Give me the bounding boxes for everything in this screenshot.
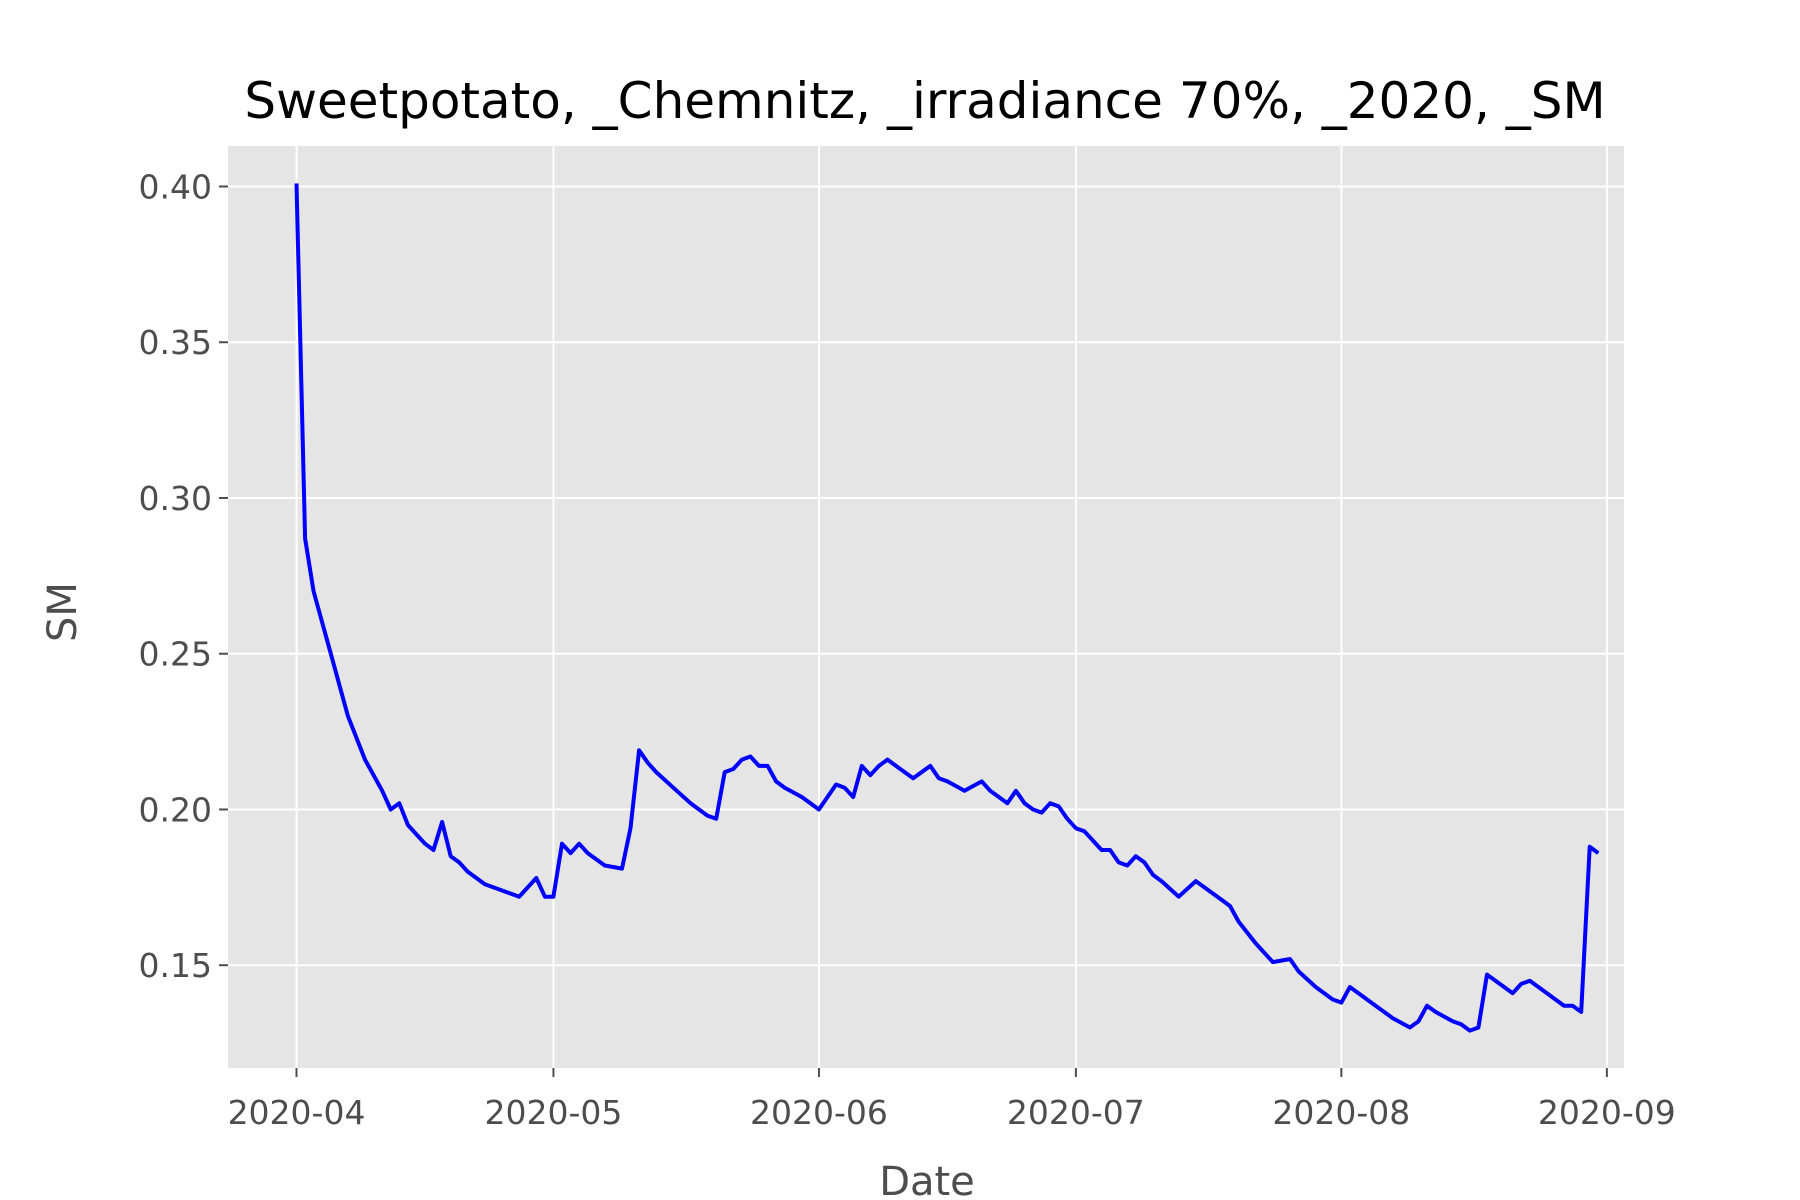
y-tick-label: 0.25 <box>139 635 212 674</box>
grid-lines <box>228 146 1624 1068</box>
plot-panel <box>228 146 1624 1068</box>
x-tick-label: 2020-05 <box>485 1093 623 1132</box>
y-tick-label: 0.15 <box>139 946 212 985</box>
tick-labels: 0.15 0.20 0.25 0.30 0.35 0.40 2020-04 2020-05 20… <box>139 167 1676 1132</box>
x-axis-label: Date <box>879 1159 975 1200</box>
x-tick-label: 2020-07 <box>1007 1093 1145 1132</box>
y-tick-label: 0.40 <box>139 167 212 206</box>
x-tick-label: 2020-04 <box>228 1093 366 1132</box>
axis-ticks <box>219 185 1608 1077</box>
y-tick-label: 0.20 <box>139 790 212 829</box>
series-line <box>294 183 1600 1033</box>
x-tick-label: 2020-06 <box>750 1093 888 1132</box>
chart-title: Sweetpotato, _Chemnitz, _irradiance 70%,… <box>244 72 1605 130</box>
y-tick-label: 0.35 <box>139 323 212 362</box>
x-tick-label: 2020-08 <box>1272 1093 1410 1132</box>
y-tick-label: 0.30 <box>139 479 212 518</box>
x-tick-label: 2020-09 <box>1538 1093 1676 1132</box>
y-axis-label: SM <box>40 582 86 642</box>
